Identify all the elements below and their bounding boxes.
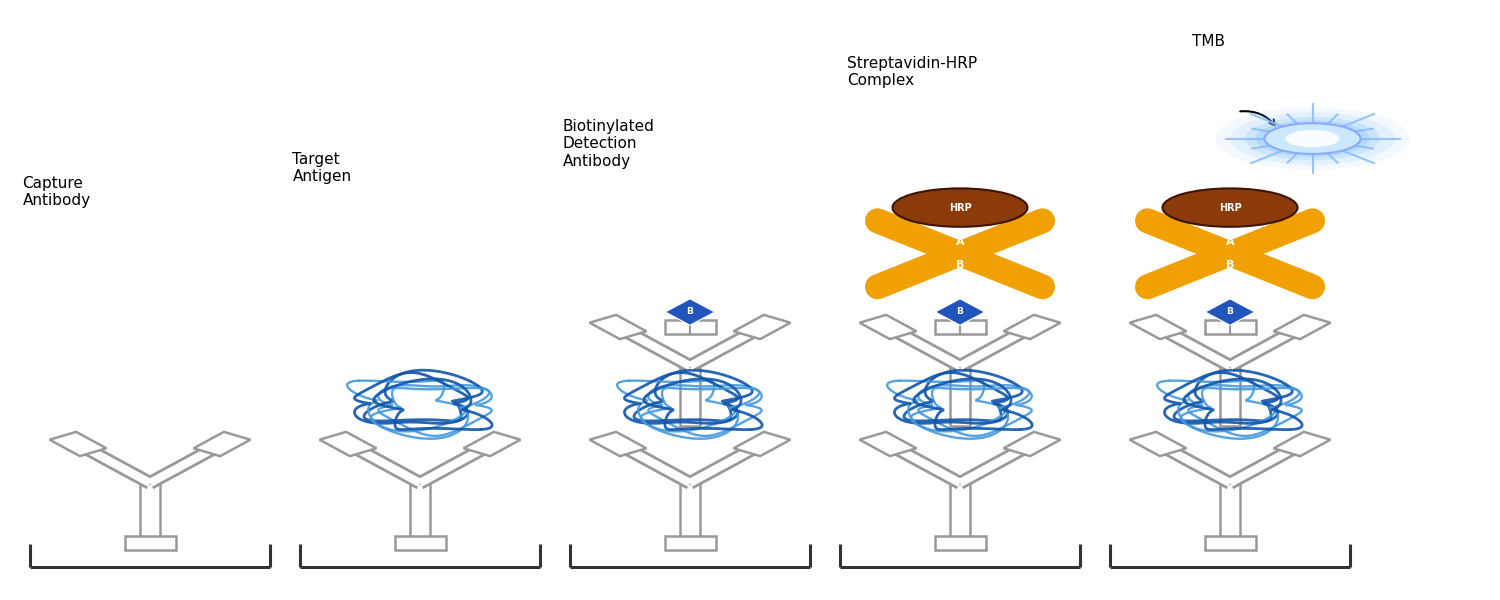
Bar [934,536,986,550]
Text: HRP: HRP [948,203,972,212]
Text: A: A [956,237,964,247]
Polygon shape [666,299,714,325]
Ellipse shape [892,188,1028,227]
Bar [1204,320,1255,334]
Polygon shape [1206,299,1254,325]
FancyBboxPatch shape [590,315,646,339]
FancyBboxPatch shape [734,432,790,456]
Ellipse shape [1230,112,1395,165]
Text: Capture
Antibody: Capture Antibody [22,176,90,208]
FancyBboxPatch shape [320,432,376,456]
Text: B: B [1226,260,1234,271]
Bar [951,366,970,426]
Bar [934,320,986,334]
Ellipse shape [1162,188,1298,227]
Bar [394,536,445,550]
Text: HRP: HRP [1218,203,1242,212]
FancyBboxPatch shape [1130,432,1186,456]
Text: Target
Antigen: Target Antigen [292,152,351,184]
Bar [1221,483,1239,543]
Bar [680,366,699,426]
Text: B: B [957,307,963,317]
FancyBboxPatch shape [50,432,106,456]
Bar [141,483,159,543]
Text: Biotinylated
Detection
Antibody: Biotinylated Detection Antibody [562,119,654,169]
Ellipse shape [1264,123,1360,154]
Text: B: B [1227,307,1233,317]
Ellipse shape [1256,121,1370,157]
Text: TMB: TMB [1192,34,1225,49]
Bar [411,483,430,543]
FancyBboxPatch shape [1004,315,1060,339]
Text: B: B [687,307,693,317]
FancyBboxPatch shape [1274,315,1330,339]
FancyBboxPatch shape [590,432,646,456]
Bar [664,536,716,550]
Polygon shape [936,299,984,325]
Bar [664,320,716,334]
Bar [680,483,699,543]
FancyBboxPatch shape [859,315,916,339]
FancyBboxPatch shape [859,432,916,456]
Ellipse shape [1215,107,1410,170]
Bar [1221,366,1239,426]
FancyBboxPatch shape [1130,315,1186,339]
Ellipse shape [1286,130,1340,147]
FancyBboxPatch shape [464,432,520,456]
Bar [951,483,970,543]
FancyBboxPatch shape [734,315,790,339]
Text: B: B [956,260,964,271]
Text: A: A [1226,237,1234,247]
FancyBboxPatch shape [194,432,250,456]
Bar [124,536,176,550]
Ellipse shape [1245,117,1380,160]
FancyBboxPatch shape [1004,432,1060,456]
Bar [1204,536,1255,550]
FancyBboxPatch shape [1274,432,1330,456]
Text: Streptavidin-HRP
Complex: Streptavidin-HRP Complex [847,56,978,88]
